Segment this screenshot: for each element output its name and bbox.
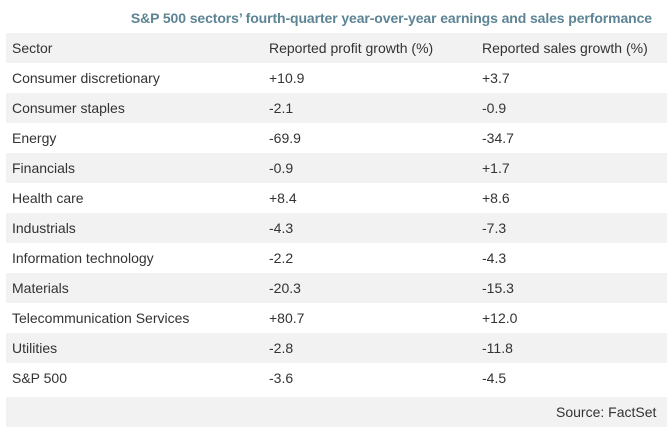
table-row: Telecommunication Services +80.7 +12.0 xyxy=(6,303,667,333)
cell-sales-growth: -15.3 xyxy=(482,280,514,296)
cell-profit-growth: -2.2 xyxy=(269,250,294,266)
table-row: Utilities -2.8 -11.8 xyxy=(6,333,667,363)
cell-sector: Consumer discretionary xyxy=(12,70,160,86)
table-row: Industrials -4.3 -7.3 xyxy=(6,213,667,243)
cell-sales-growth: -34.7 xyxy=(482,130,514,146)
cell-profit-growth: -2.8 xyxy=(269,340,294,356)
cell-sector: Information technology xyxy=(12,250,154,266)
column-header-sales: Reported sales growth (%) xyxy=(482,40,648,56)
table-header-row: Sector Reported profit growth (%) Report… xyxy=(6,33,667,63)
cell-sales-growth: +8.6 xyxy=(482,190,510,206)
cell-sector: Consumer staples xyxy=(12,100,125,116)
table-row: Consumer staples -2.1 -0.9 xyxy=(6,93,667,123)
table-row: Information technology -2.2 -4.3 xyxy=(6,243,667,273)
column-header-sector: Sector xyxy=(12,40,53,56)
cell-sales-growth: -4.5 xyxy=(482,370,507,386)
cell-profit-growth: -3.6 xyxy=(269,370,294,386)
table-row: Energy -69.9 -34.7 xyxy=(6,123,667,153)
cell-profit-growth: +10.9 xyxy=(269,70,305,86)
cell-sector: Energy xyxy=(12,130,57,146)
cell-sector: S&P 500 xyxy=(12,370,68,386)
table-row: Consumer discretionary +10.9 +3.7 xyxy=(6,63,667,93)
cell-profit-growth: -69.9 xyxy=(269,130,301,146)
cell-sales-growth: -0.9 xyxy=(482,100,507,116)
cell-profit-growth: -20.3 xyxy=(269,280,301,296)
cell-sector: Utilities xyxy=(12,340,58,356)
source-text: Source: FactSet xyxy=(556,404,657,420)
table-row: Financials -0.9 +1.7 xyxy=(6,153,667,183)
cell-sector: Industrials xyxy=(12,220,76,236)
cell-sales-growth: +1.7 xyxy=(482,160,510,176)
cell-sales-growth: +12.0 xyxy=(482,310,518,326)
table-row: S&P 500 -3.6 -4.5 xyxy=(6,363,667,393)
cell-sector: Financials xyxy=(12,160,76,176)
column-header-profit: Reported profit growth (%) xyxy=(269,40,434,56)
cell-sector: Materials xyxy=(12,280,69,296)
cell-sales-growth: -7.3 xyxy=(482,220,507,236)
cell-profit-growth: -0.9 xyxy=(269,160,294,176)
table-row: Health care +8.4 +8.6 xyxy=(6,183,667,213)
earnings-table: Sector Reported profit growth (%) Report… xyxy=(6,33,667,393)
cell-sales-growth: -4.3 xyxy=(482,250,507,266)
cell-sales-growth: -11.8 xyxy=(482,340,513,356)
table-title: S&P 500 sectors’ fourth-quarter year-ove… xyxy=(130,10,652,26)
cell-profit-growth: +80.7 xyxy=(269,310,305,326)
cell-sector: Telecommunication Services xyxy=(12,310,190,326)
cell-sector: Health care xyxy=(12,190,84,206)
source-footer: Source: FactSet xyxy=(6,397,667,427)
cell-profit-growth: +8.4 xyxy=(269,190,297,206)
table-row: Materials -20.3 -15.3 xyxy=(6,273,667,303)
cell-profit-growth: -2.1 xyxy=(269,100,294,116)
table-body: Consumer discretionary +10.9 +3.7 Consumer … xyxy=(6,63,667,393)
cell-sales-growth: +3.7 xyxy=(482,70,510,86)
cell-profit-growth: -4.3 xyxy=(269,220,294,236)
